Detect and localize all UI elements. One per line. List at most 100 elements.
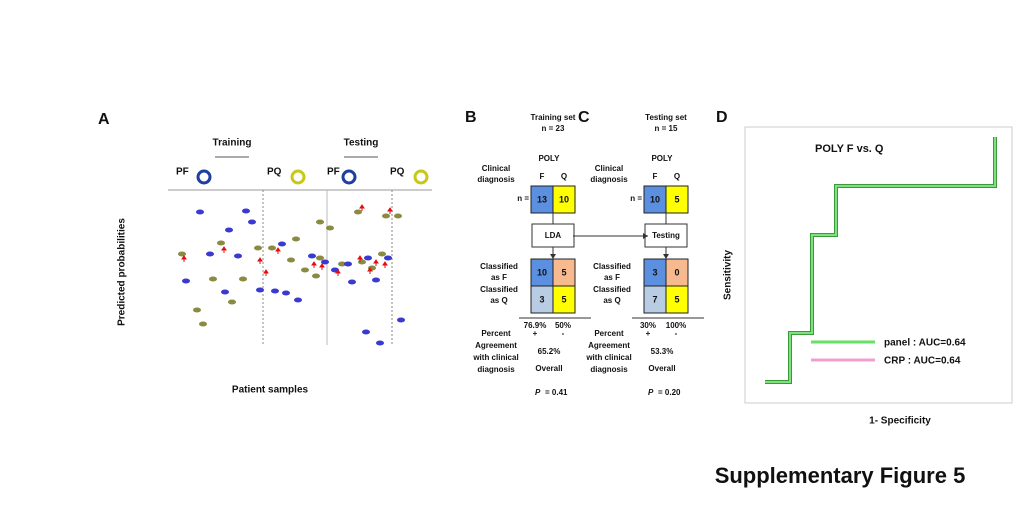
cell-value: 5 bbox=[561, 267, 566, 277]
sample-dot bbox=[382, 213, 390, 219]
legend-entry: panel : AUC=0.64 bbox=[884, 338, 966, 349]
arrow-marker bbox=[335, 269, 341, 276]
group: PQ bbox=[390, 167, 405, 178]
label: Percent bbox=[594, 329, 624, 338]
icon bbox=[413, 169, 429, 185]
p-value: = 0.20 bbox=[658, 388, 681, 397]
label: C bbox=[578, 109, 590, 126]
label: as F bbox=[491, 273, 507, 282]
sample-dot bbox=[199, 321, 207, 327]
sample-dot bbox=[242, 208, 250, 214]
arrowhead bbox=[663, 254, 669, 259]
label: - bbox=[562, 329, 565, 338]
chart-title: POLY F vs. Q bbox=[815, 143, 884, 155]
label: POLY bbox=[651, 154, 673, 163]
cell-value: 13 bbox=[537, 194, 547, 204]
sample-dot bbox=[364, 255, 372, 261]
label: Q bbox=[561, 172, 567, 181]
axis-label: Sensitivity bbox=[723, 250, 734, 300]
legend-entry: CRP : AUC=0.64 bbox=[884, 356, 961, 367]
label: with clinical bbox=[472, 353, 518, 362]
sample-dot bbox=[178, 251, 186, 257]
label: diagnosis bbox=[477, 365, 515, 374]
label: 30% bbox=[640, 321, 656, 330]
cell bbox=[665, 185, 689, 214]
label: as Q bbox=[490, 296, 507, 305]
label: Clinical bbox=[482, 164, 510, 173]
sample-dot bbox=[282, 290, 290, 296]
label: n = bbox=[630, 194, 642, 203]
label: as Q bbox=[603, 296, 620, 305]
sample-dot bbox=[239, 276, 247, 282]
sample-dot bbox=[378, 251, 386, 257]
group: PQ bbox=[267, 167, 282, 178]
cell bbox=[665, 285, 689, 314]
sample-dot bbox=[209, 276, 217, 282]
heading: Testing bbox=[344, 138, 379, 149]
sample-dot bbox=[294, 297, 302, 303]
arrow-marker bbox=[382, 261, 388, 268]
panel-b: B Training set n = 23 POLY Clinical diagnosis… bbox=[465, 109, 591, 397]
caption: Supplementary Figure 5 bbox=[715, 463, 966, 488]
arrow-marker bbox=[257, 257, 263, 264]
label: Percent bbox=[481, 329, 511, 338]
arrow-marker bbox=[367, 267, 373, 274]
cell-value: 5 bbox=[674, 294, 679, 304]
panel-d: D POLY F vs. Q Sensitivity 1- Specificit… bbox=[716, 109, 1013, 427]
panel-label: D bbox=[716, 109, 728, 126]
sample-dot bbox=[316, 255, 324, 261]
arrow-marker bbox=[357, 255, 363, 262]
sample-dot bbox=[338, 261, 346, 267]
label: Agreement bbox=[588, 341, 630, 350]
p-symbol: P bbox=[648, 388, 654, 397]
label: Classified bbox=[593, 285, 631, 294]
sample-dot bbox=[254, 245, 262, 251]
axis-label: Predicted probabilities bbox=[117, 218, 128, 326]
label: Overall bbox=[648, 364, 675, 373]
sample-dot bbox=[271, 288, 279, 294]
sample-dot bbox=[376, 340, 384, 346]
label: Classified bbox=[480, 285, 518, 294]
label: LDA bbox=[545, 231, 562, 240]
label: Classified bbox=[593, 262, 631, 271]
label: + bbox=[533, 329, 538, 338]
sample-dot bbox=[206, 251, 214, 257]
sample-dot bbox=[358, 259, 366, 265]
label: Overall bbox=[535, 364, 562, 373]
sample-dot bbox=[268, 245, 276, 251]
label: n = 15 bbox=[655, 124, 678, 133]
arrow-marker bbox=[275, 247, 281, 254]
label: n = bbox=[517, 194, 529, 203]
group: PF bbox=[176, 167, 189, 178]
arrowhead bbox=[550, 254, 556, 259]
sample-dot bbox=[221, 289, 229, 295]
label: - bbox=[675, 329, 678, 338]
label: 50% bbox=[555, 321, 571, 330]
sample-dot bbox=[278, 241, 286, 247]
label: F bbox=[540, 172, 545, 181]
label: 53.3% bbox=[651, 347, 674, 356]
label: F bbox=[653, 172, 658, 181]
arrow-marker bbox=[311, 261, 317, 268]
cell-value: 10 bbox=[559, 194, 569, 204]
sample-dot bbox=[287, 257, 295, 263]
sample-dot bbox=[316, 219, 324, 225]
label: Testing set bbox=[645, 113, 687, 122]
cell-value: 5 bbox=[674, 194, 679, 204]
label: diagnosis bbox=[590, 175, 628, 184]
label: n = 23 bbox=[542, 124, 565, 133]
axis-label: 1- Specificity bbox=[869, 416, 931, 427]
label: 100% bbox=[666, 321, 686, 330]
sample-dot bbox=[217, 240, 225, 246]
sample-dot bbox=[362, 329, 370, 335]
frame bbox=[744, 126, 1013, 404]
panel-a: A Training Testing PF PQ PF PQ Predicted… bbox=[98, 111, 432, 396]
sample-dot bbox=[372, 277, 380, 283]
p-symbol: P bbox=[535, 388, 541, 397]
label: as F bbox=[604, 273, 620, 282]
sample-dot bbox=[397, 317, 405, 323]
icon bbox=[290, 169, 306, 185]
cell-value: 3 bbox=[539, 294, 544, 304]
label: with clinical bbox=[585, 353, 631, 362]
panel-c: C Testing set n = 15 POLY Clinical diagnosis F… bbox=[578, 109, 704, 397]
